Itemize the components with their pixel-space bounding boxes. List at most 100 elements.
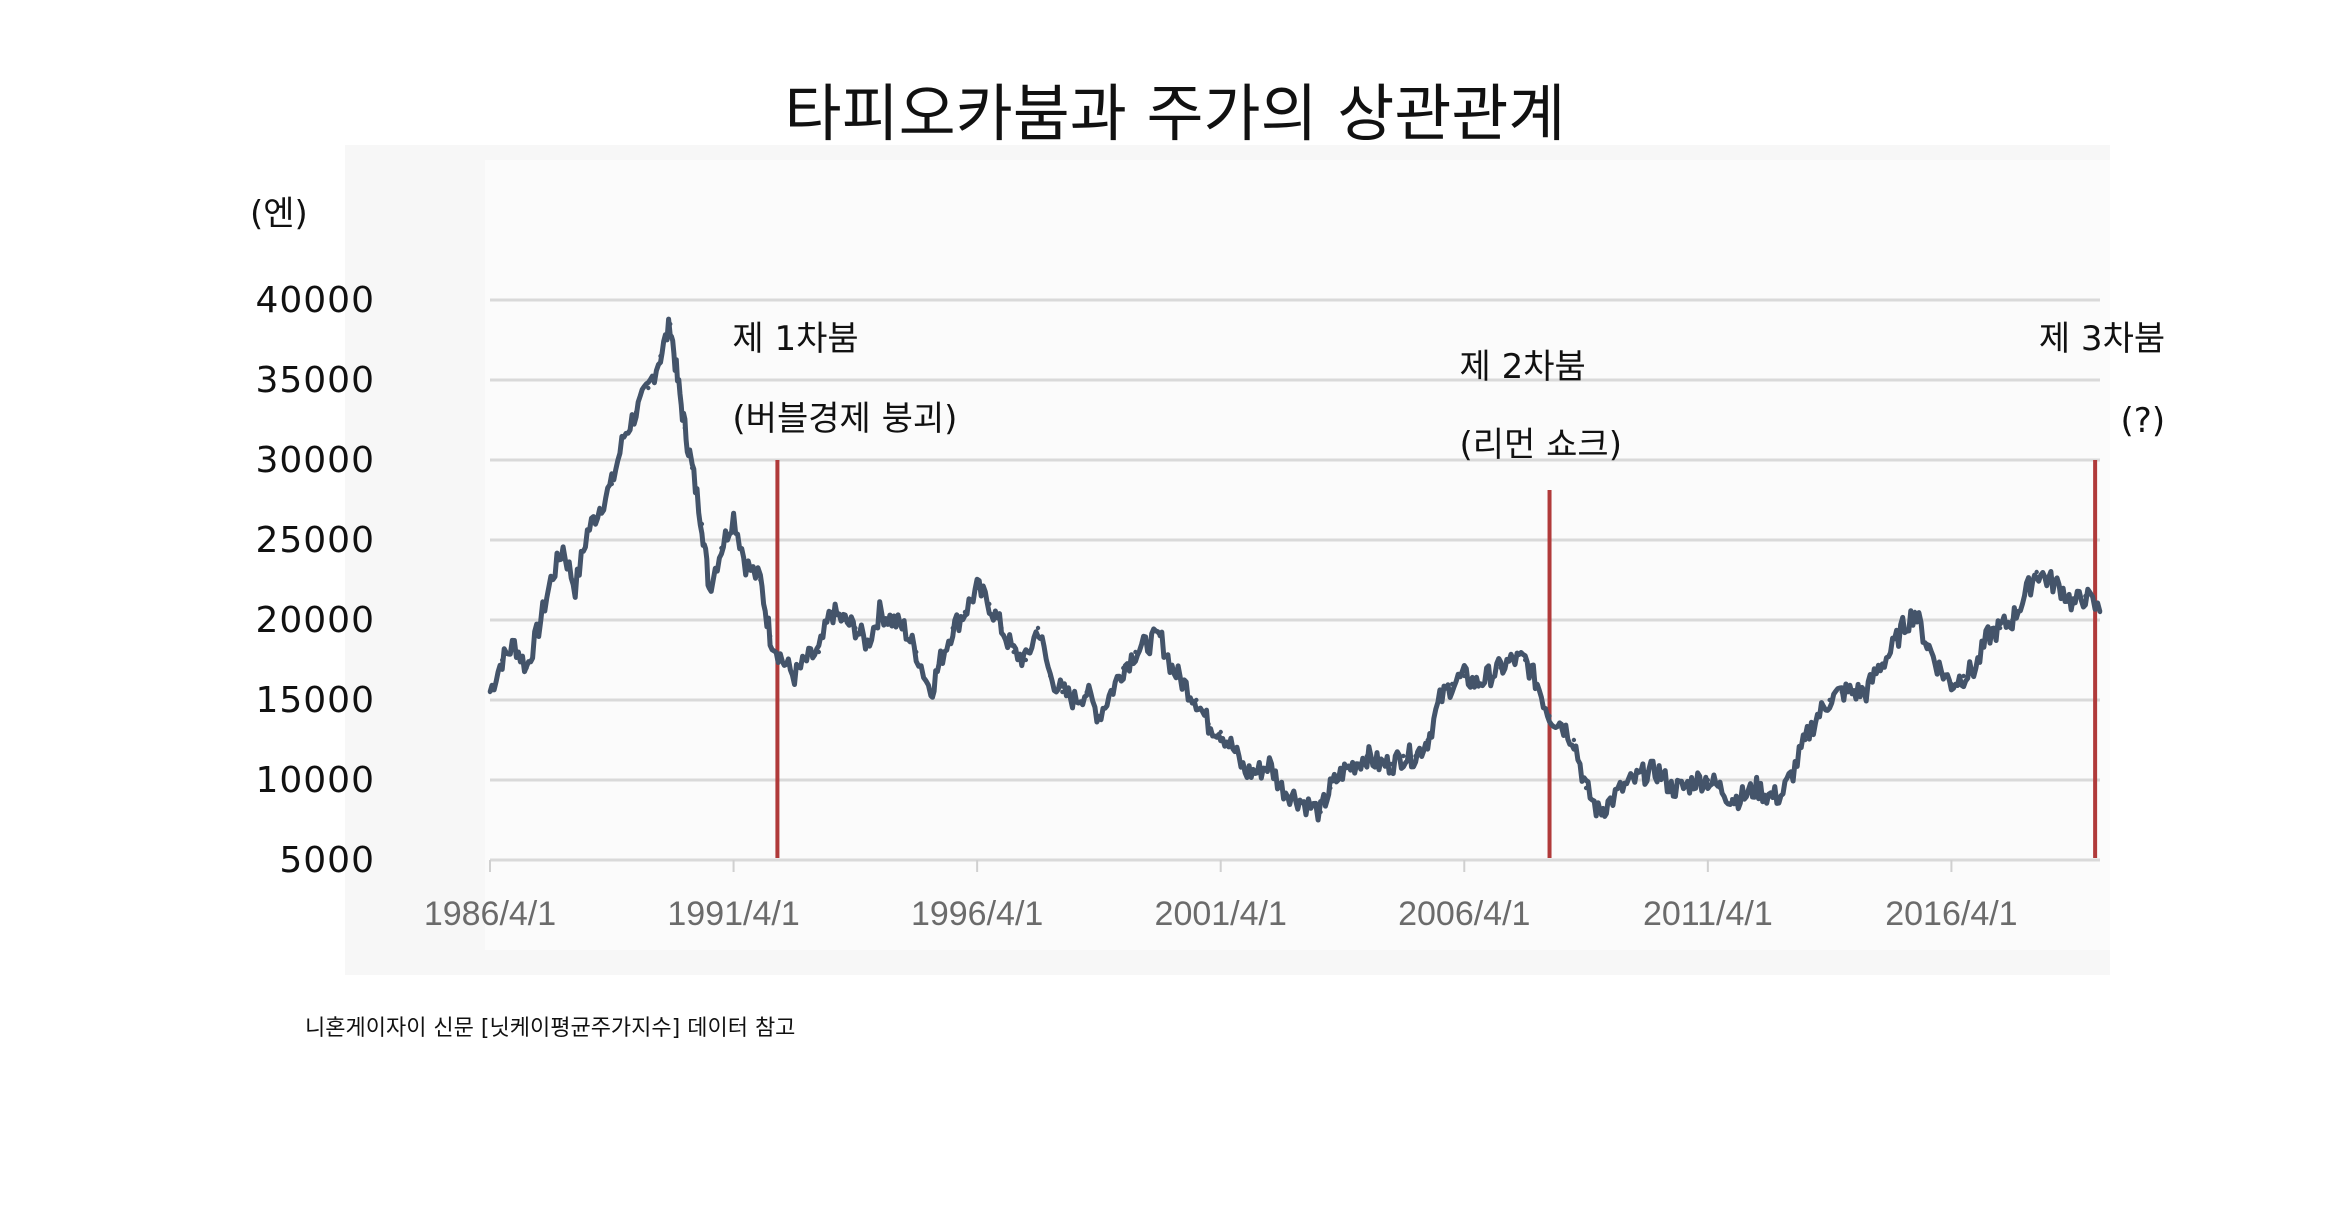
data-point <box>524 665 529 671</box>
data-point <box>928 689 934 695</box>
y-tick-label: 5000 <box>279 840 375 881</box>
x-tick-label: 1991/4/1 <box>667 895 799 933</box>
data-point <box>1096 713 1102 719</box>
data-point <box>512 641 517 647</box>
event-sublabel: (?) <box>2121 401 2166 441</box>
data-point <box>731 513 736 519</box>
series-group <box>487 316 2103 823</box>
data-point <box>1474 681 1479 687</box>
x-tick-label: 2006/4/1 <box>1398 895 1530 933</box>
data-point <box>2022 593 2027 599</box>
x-tick-labels: 1986/4/1 1991/4/1 1996/4/1 2001/4/1 2006/4/1… <box>424 895 2018 933</box>
data-point <box>1328 785 1333 791</box>
data-point <box>1803 737 1808 743</box>
data-point <box>1547 713 1552 719</box>
data-point <box>1048 673 1053 679</box>
data-point <box>1766 793 1771 799</box>
data-point <box>1230 745 1236 751</box>
data-point <box>767 633 773 639</box>
data-point <box>1157 633 1163 639</box>
data-point <box>560 545 566 551</box>
data-point <box>1827 697 1832 703</box>
data-point <box>1790 769 1796 775</box>
y-axis-unit-label: (엔) <box>250 194 308 234</box>
event-label: 제 2차붐 <box>1460 347 1586 387</box>
data-point <box>1620 785 1625 791</box>
data-point <box>2058 585 2064 591</box>
data-point <box>682 425 688 431</box>
y-tick-label: 40000 <box>255 280 375 321</box>
y-tick-label: 10000 <box>255 760 375 801</box>
data-point <box>609 481 614 487</box>
data-point <box>668 321 673 327</box>
data-point <box>840 617 846 623</box>
data-point <box>1352 761 1357 767</box>
data-point <box>1218 729 1223 735</box>
data-point <box>1644 769 1650 775</box>
data-point <box>1730 797 1735 802</box>
data-point <box>1340 769 1345 775</box>
data-point <box>1437 697 1443 703</box>
data-point <box>938 657 943 663</box>
data-point <box>1937 665 1942 671</box>
data-point <box>1522 657 1528 663</box>
data-point <box>792 673 797 679</box>
data-point <box>1876 665 1881 671</box>
data-point <box>633 409 639 415</box>
data-point <box>1632 777 1637 783</box>
y-tick-labels: 40000 35000 30000 25000 20000 15000 10000 5000 <box>255 280 375 881</box>
data-point <box>1303 801 1309 807</box>
data-point <box>1462 673 1467 679</box>
data-point <box>1035 625 1041 631</box>
data-point <box>689 465 695 471</box>
data-point <box>1656 769 1662 775</box>
data-point <box>1778 793 1784 799</box>
data-point <box>1121 665 1126 671</box>
data-point <box>1425 737 1430 743</box>
data-point <box>646 385 651 391</box>
data-point <box>1194 697 1199 703</box>
data-point <box>1376 761 1382 767</box>
event-annotations: 제 1차붐 (버블경제 붕괴) 제 2차붐 (리먼 쇼크) 제 3차붐 (?) <box>732 319 2165 465</box>
gridlines <box>489 298 2100 872</box>
event-sublabel: (리먼 쇼크) <box>1460 425 1622 465</box>
y-tick-label: 35000 <box>255 360 375 401</box>
data-point <box>487 689 493 695</box>
data-point <box>758 577 763 583</box>
data-point <box>585 529 590 535</box>
chart-title: 타피오카붐과 주가의 상관관계 <box>785 77 1566 150</box>
data-point <box>597 505 602 511</box>
data-point <box>1949 681 1954 687</box>
data-point <box>2010 617 2015 623</box>
x-tick-label: 2001/4/1 <box>1155 895 1287 933</box>
data-point <box>1486 673 1491 679</box>
data-point <box>853 625 858 631</box>
data-point <box>914 649 919 655</box>
data-point <box>962 609 968 615</box>
data-point <box>901 625 907 631</box>
data-point <box>999 625 1004 631</box>
y-tick-label: 20000 <box>255 600 375 641</box>
event-label: 제 3차붐 <box>2039 319 2165 359</box>
data-point <box>719 545 724 551</box>
data-point <box>865 641 870 647</box>
data-point <box>548 577 554 583</box>
data-point <box>1535 681 1540 687</box>
data-point <box>1084 689 1089 695</box>
data-point <box>1997 625 2003 631</box>
data-point <box>1985 633 1991 639</box>
data-point <box>1900 625 1905 631</box>
data-point <box>1924 641 1930 647</box>
data-point <box>1693 777 1698 783</box>
data-point <box>780 657 785 663</box>
data-point <box>1389 761 1394 767</box>
data-point <box>1279 785 1284 791</box>
data-point <box>1717 785 1723 791</box>
footnote: 니혼게이자이 신문 [닛케이평균주가지수] 데이터 참고 <box>305 1016 795 1041</box>
data-point <box>1255 769 1260 775</box>
data-point <box>658 353 663 359</box>
data-point <box>828 609 834 615</box>
data-point <box>1318 809 1323 815</box>
